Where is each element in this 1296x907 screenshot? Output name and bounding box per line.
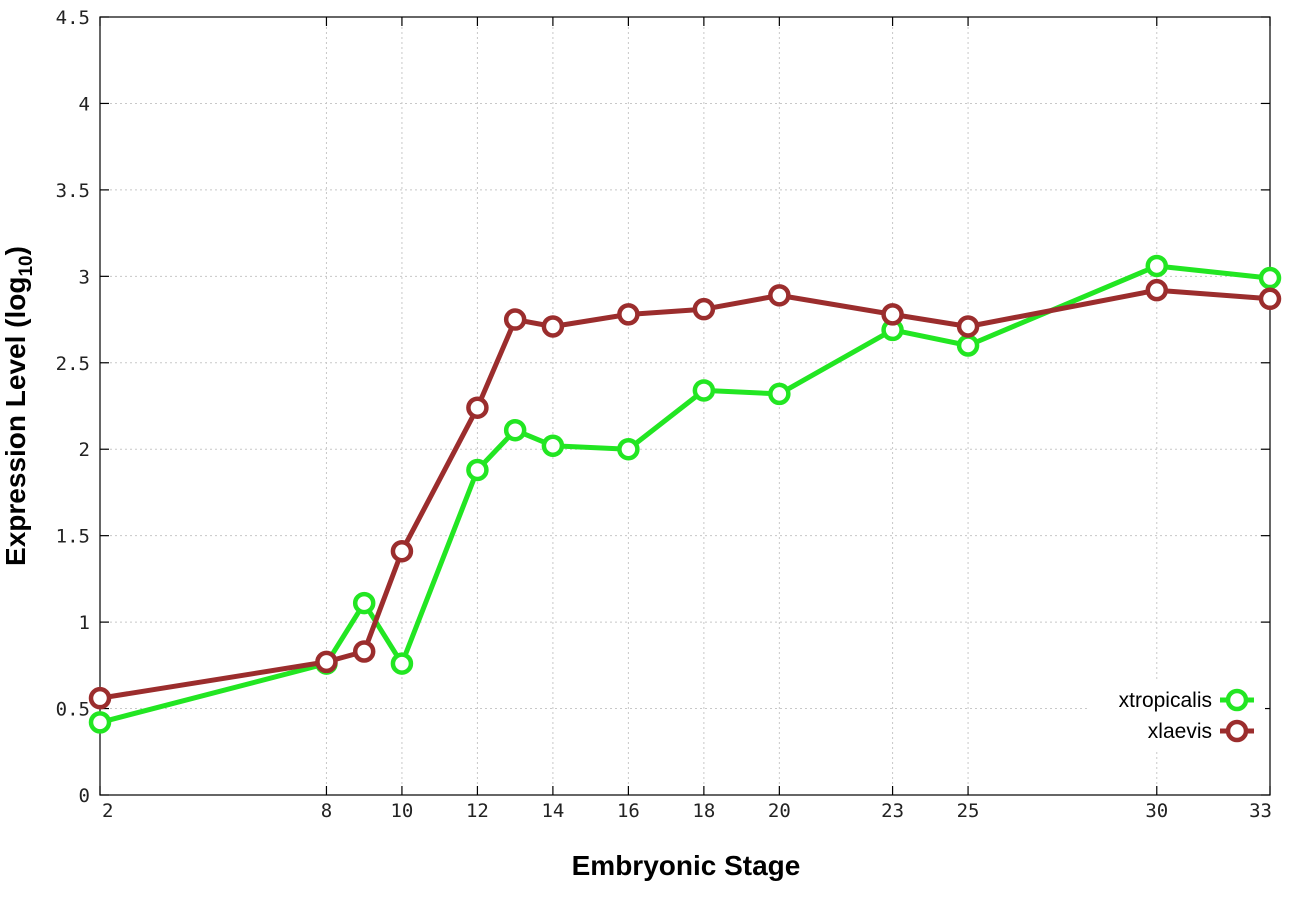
y-axis-title-subscript: 10 — [16, 255, 37, 276]
data-point-xtropicalis — [390, 652, 414, 675]
series-line-xlaevis — [99, 287, 1271, 701]
data-point-xtropicalis — [541, 434, 565, 458]
x-tick-label: 33 — [1249, 800, 1272, 822]
y-axis-title: Expression Level (log10) — [0, 246, 37, 566]
data-point-xlaevis — [692, 297, 716, 321]
y-tick-label: 2.5 — [56, 353, 90, 375]
legend-marker — [1225, 688, 1249, 712]
x-tick-label: 20 — [768, 800, 791, 822]
data-point-xlaevis — [88, 686, 112, 710]
x-tick-label: 25 — [957, 800, 980, 822]
data-point-xlaevis — [617, 303, 640, 326]
data-point-xtropicalis — [692, 379, 716, 402]
plot-frame — [99, 16, 1271, 796]
x-tick-label: 2 — [102, 800, 113, 822]
data-point-xtropicalis — [503, 418, 527, 442]
series-xtropicalis — [88, 254, 1282, 734]
series-xlaevis — [88, 278, 1282, 710]
y-axis-title-close: ) — [0, 246, 31, 255]
x-tick-label: 14 — [541, 800, 564, 822]
data-point-xlaevis — [352, 640, 376, 663]
data-point-xlaevis — [956, 315, 980, 338]
x-tick-label: 18 — [692, 800, 715, 822]
x-tick-label: 23 — [881, 800, 904, 822]
axis-ticks: 0 0.5 1 1.5 2 2.5 3 3.5 4 4.5 2 8 10 12 14 16 18 20 23 25 30… — [56, 7, 1272, 822]
legend-item-xtropicalis: xtropicalis — [1119, 688, 1254, 712]
y-tick-label: 0.5 — [56, 699, 90, 721]
legend-label: xlaevis — [1148, 720, 1212, 743]
data-point-xtropicalis — [352, 591, 376, 615]
x-tick-label: 30 — [1145, 800, 1168, 822]
series-line-xtropicalis — [99, 263, 1271, 725]
x-tick-label: 16 — [617, 800, 640, 822]
x-tick-label: 8 — [321, 800, 332, 822]
legend-item-xlaevis: xlaevis — [1148, 719, 1254, 743]
y-tick-label: 4 — [79, 93, 90, 115]
x-axis-title: Embryonic Stage — [572, 850, 801, 881]
y-axis-title-main: Expression Level (log — [0, 277, 31, 566]
data-point-xlaevis — [881, 303, 904, 326]
data-point-xtropicalis — [1145, 254, 1169, 278]
grid — [100, 17, 1270, 795]
y-tick-label: 3.5 — [56, 180, 90, 202]
legend-label: xtropicalis — [1119, 689, 1212, 712]
legend: xtropicalis xlaevis — [1090, 680, 1265, 750]
data-point-xlaevis — [390, 539, 414, 563]
y-tick-label: 4.5 — [56, 7, 90, 29]
data-point-xtropicalis — [617, 437, 640, 461]
data-point-xtropicalis — [466, 458, 489, 482]
data-point-xtropicalis — [768, 382, 791, 406]
data-point-xlaevis — [315, 650, 338, 674]
legend-marker — [1225, 719, 1249, 743]
data-point-xlaevis — [503, 308, 527, 331]
y-tick-label: 1 — [79, 612, 90, 634]
y-tick-label: 2 — [79, 439, 90, 461]
data-point-xtropicalis — [88, 711, 112, 734]
x-tick-label: 12 — [466, 800, 489, 822]
y-tick-label: 0 — [79, 785, 90, 807]
data-point-xtropicalis — [1258, 266, 1282, 290]
x-tick-label: 10 — [390, 800, 413, 822]
series-group — [88, 254, 1282, 734]
data-point-xlaevis — [1258, 287, 1282, 311]
data-point-xlaevis — [768, 284, 791, 307]
data-point-xtropicalis — [956, 334, 980, 357]
data-point-xlaevis — [1145, 278, 1169, 302]
data-point-xlaevis — [541, 315, 565, 338]
y-tick-label: 3 — [79, 266, 90, 288]
y-tick-label: 1.5 — [56, 526, 90, 548]
data-point-xlaevis — [466, 396, 489, 419]
